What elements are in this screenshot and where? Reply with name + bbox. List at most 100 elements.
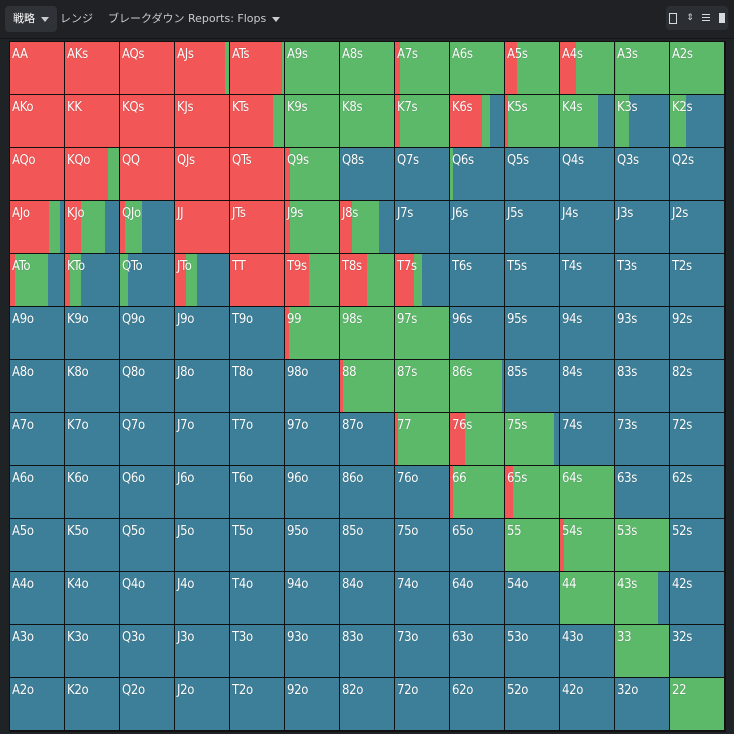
hand-cell[interactable]: 77 (395, 413, 450, 466)
hand-cell[interactable]: 93o (285, 625, 340, 678)
hand-cell[interactable]: 65s (505, 466, 560, 519)
hand-cell[interactable]: J7o (175, 413, 230, 466)
hand-cell[interactable]: A8s (340, 42, 395, 95)
hand-cell[interactable]: T3o (230, 625, 285, 678)
hand-cell[interactable]: 66 (450, 466, 505, 519)
hand-cell[interactable]: 54s (560, 519, 615, 572)
hand-cell[interactable]: QTo (120, 254, 175, 307)
hand-cell[interactable]: KJo (65, 201, 120, 254)
hand-cell[interactable]: T5s (505, 254, 560, 307)
hand-cell[interactable]: TT (230, 254, 285, 307)
hand-cell[interactable]: J6o (175, 466, 230, 519)
hand-cell[interactable]: Q6s (450, 148, 505, 201)
hand-cell[interactable]: 54o (505, 572, 560, 625)
hand-cell[interactable]: T7o (230, 413, 285, 466)
hand-cell[interactable]: QTs (230, 148, 285, 201)
tab-breakdown[interactable]: ブレークダウン (100, 6, 193, 32)
hand-cell[interactable]: AQs (120, 42, 175, 95)
hand-cell[interactable]: A3o (10, 625, 65, 678)
hand-cell[interactable]: 63o (450, 625, 505, 678)
hand-cell[interactable]: 72s (670, 413, 725, 466)
hand-cell[interactable]: 87o (340, 413, 395, 466)
hand-cell[interactable]: KQs (120, 95, 175, 148)
hand-cell[interactable]: T2s (670, 254, 725, 307)
hand-cell[interactable]: A2s (670, 42, 725, 95)
hand-cell[interactable]: AKo (10, 95, 65, 148)
hand-cell[interactable]: A5o (10, 519, 65, 572)
hand-cell[interactable]: 22 (670, 678, 725, 731)
hand-cell[interactable]: 52s (670, 519, 725, 572)
hand-cell[interactable]: AJo (10, 201, 65, 254)
hand-cell[interactable]: J5o (175, 519, 230, 572)
tab-strategy[interactable]: 戦略 (5, 6, 57, 32)
hand-cell[interactable]: 82o (340, 678, 395, 731)
hand-cell[interactable]: 42s (670, 572, 725, 625)
hand-cell[interactable]: Q8o (120, 360, 175, 413)
hand-cell[interactable]: 76o (395, 466, 450, 519)
hand-cell[interactable]: K4s (560, 95, 615, 148)
hand-cell[interactable]: 62o (450, 678, 505, 731)
hand-cell[interactable]: A3s (615, 42, 670, 95)
hand-cell[interactable]: 85s (505, 360, 560, 413)
hand-cell[interactable]: Q7s (395, 148, 450, 201)
hand-cell[interactable]: K2o (65, 678, 120, 731)
hand-cell[interactable]: T2o (230, 678, 285, 731)
hand-cell[interactable]: J3s (615, 201, 670, 254)
hand-cell[interactable]: 86o (340, 466, 395, 519)
hand-cell[interactable]: K9o (65, 307, 120, 360)
hand-cell[interactable]: 92o (285, 678, 340, 731)
hand-cell[interactable]: 98s (340, 307, 395, 360)
hand-cell[interactable]: K6s (450, 95, 505, 148)
hand-cell[interactable]: 84s (560, 360, 615, 413)
hand-cell[interactable]: J7s (395, 201, 450, 254)
list-view-button[interactable] (698, 6, 714, 30)
hand-cell[interactable]: T7s (395, 254, 450, 307)
hand-cell[interactable]: J2s (670, 201, 725, 254)
hand-cell[interactable]: 64o (450, 572, 505, 625)
hand-cell[interactable]: 74s (560, 413, 615, 466)
hand-cell[interactable]: 82s (670, 360, 725, 413)
hand-cell[interactable]: 96o (285, 466, 340, 519)
hand-cell[interactable]: Q5o (120, 519, 175, 572)
hand-cell[interactable]: JTs (230, 201, 285, 254)
hand-cell[interactable]: K8s (340, 95, 395, 148)
hand-cell[interactable]: 84o (340, 572, 395, 625)
hand-cell[interactable]: 43o (560, 625, 615, 678)
hand-cell[interactable]: J9o (175, 307, 230, 360)
hand-cell[interactable]: ATs (230, 42, 285, 95)
hand-cell[interactable]: A9s (285, 42, 340, 95)
hand-cell[interactable]: 86s (450, 360, 505, 413)
hand-cell[interactable]: 43s (615, 572, 670, 625)
hand-cell[interactable]: AA (10, 42, 65, 95)
hand-cell[interactable]: A6s (450, 42, 505, 95)
hand-cell[interactable]: Q7o (120, 413, 175, 466)
hand-cell[interactable]: T5o (230, 519, 285, 572)
hand-cell[interactable]: 75s (505, 413, 560, 466)
hand-cell[interactable]: J3o (175, 625, 230, 678)
tab-reports-flops[interactable]: Reports: Flops (180, 6, 288, 32)
hand-cell[interactable]: A5s (505, 42, 560, 95)
hand-cell[interactable]: Q9s (285, 148, 340, 201)
hand-cell[interactable]: 42o (560, 678, 615, 731)
hand-cell[interactable]: Q2s (670, 148, 725, 201)
hand-cell[interactable]: 94o (285, 572, 340, 625)
hand-cell[interactable]: Q2o (120, 678, 175, 731)
tall-view-button[interactable] (714, 6, 730, 30)
hand-cell[interactable]: 75o (395, 519, 450, 572)
hand-cell[interactable]: 33 (615, 625, 670, 678)
hand-cell[interactable]: 72o (395, 678, 450, 731)
hand-cell[interactable]: Q4s (560, 148, 615, 201)
hand-cell[interactable]: 63s (615, 466, 670, 519)
hand-cell[interactable]: A7o (10, 413, 65, 466)
hand-cell[interactable]: 93s (615, 307, 670, 360)
hand-cell[interactable]: J4o (175, 572, 230, 625)
hand-cell[interactable]: A9o (10, 307, 65, 360)
hand-cell[interactable]: K3o (65, 625, 120, 678)
hand-cell[interactable]: 95s (505, 307, 560, 360)
hand-cell[interactable]: T6s (450, 254, 505, 307)
hand-cell[interactable]: 53o (505, 625, 560, 678)
hand-cell[interactable]: A6o (10, 466, 65, 519)
hand-cell[interactable]: 76s (450, 413, 505, 466)
hand-cell[interactable]: 83s (615, 360, 670, 413)
hand-cell[interactable]: 73s (615, 413, 670, 466)
